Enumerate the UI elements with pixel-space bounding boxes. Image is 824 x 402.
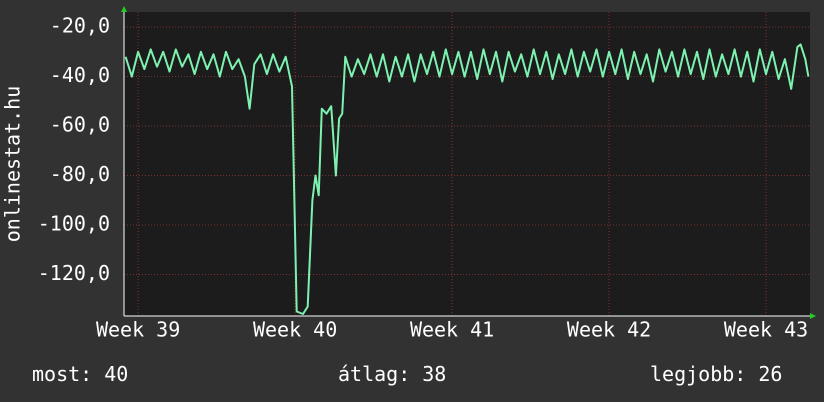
y-tick-label: -20,0 bbox=[50, 14, 110, 38]
x-tick-label: Week 42 bbox=[567, 318, 651, 342]
stat: legjobb: 26 bbox=[650, 362, 782, 386]
data-line bbox=[124, 43, 810, 315]
stat-label: átlag: bbox=[338, 362, 410, 386]
y-tick-label: -100,0 bbox=[38, 211, 110, 235]
stat-value: 38 bbox=[422, 362, 446, 386]
x-tick-label: Week 41 bbox=[410, 318, 494, 342]
y-tick-label: -40,0 bbox=[50, 63, 110, 87]
y-tick-label: -60,0 bbox=[50, 113, 110, 137]
stat-value: 40 bbox=[104, 362, 128, 386]
stat-label: legjobb: bbox=[650, 362, 746, 386]
x-axis-arrow bbox=[810, 313, 816, 319]
x-tick-label: Week 39 bbox=[96, 318, 180, 342]
y-axis-arrow bbox=[121, 6, 127, 12]
y-tick-label: -80,0 bbox=[50, 162, 110, 186]
stat: átlag: 38 bbox=[338, 362, 446, 386]
plot-area bbox=[124, 12, 810, 316]
stat: most: 40 bbox=[32, 362, 128, 386]
y-axis-label: onlinestat.hu bbox=[1, 86, 25, 243]
stat-value: 26 bbox=[758, 362, 782, 386]
stat-label: most: bbox=[32, 362, 92, 386]
y-tick-label: -120,0 bbox=[38, 261, 110, 285]
x-tick-label: Week 43 bbox=[724, 318, 808, 342]
x-tick-label: Week 40 bbox=[253, 318, 337, 342]
